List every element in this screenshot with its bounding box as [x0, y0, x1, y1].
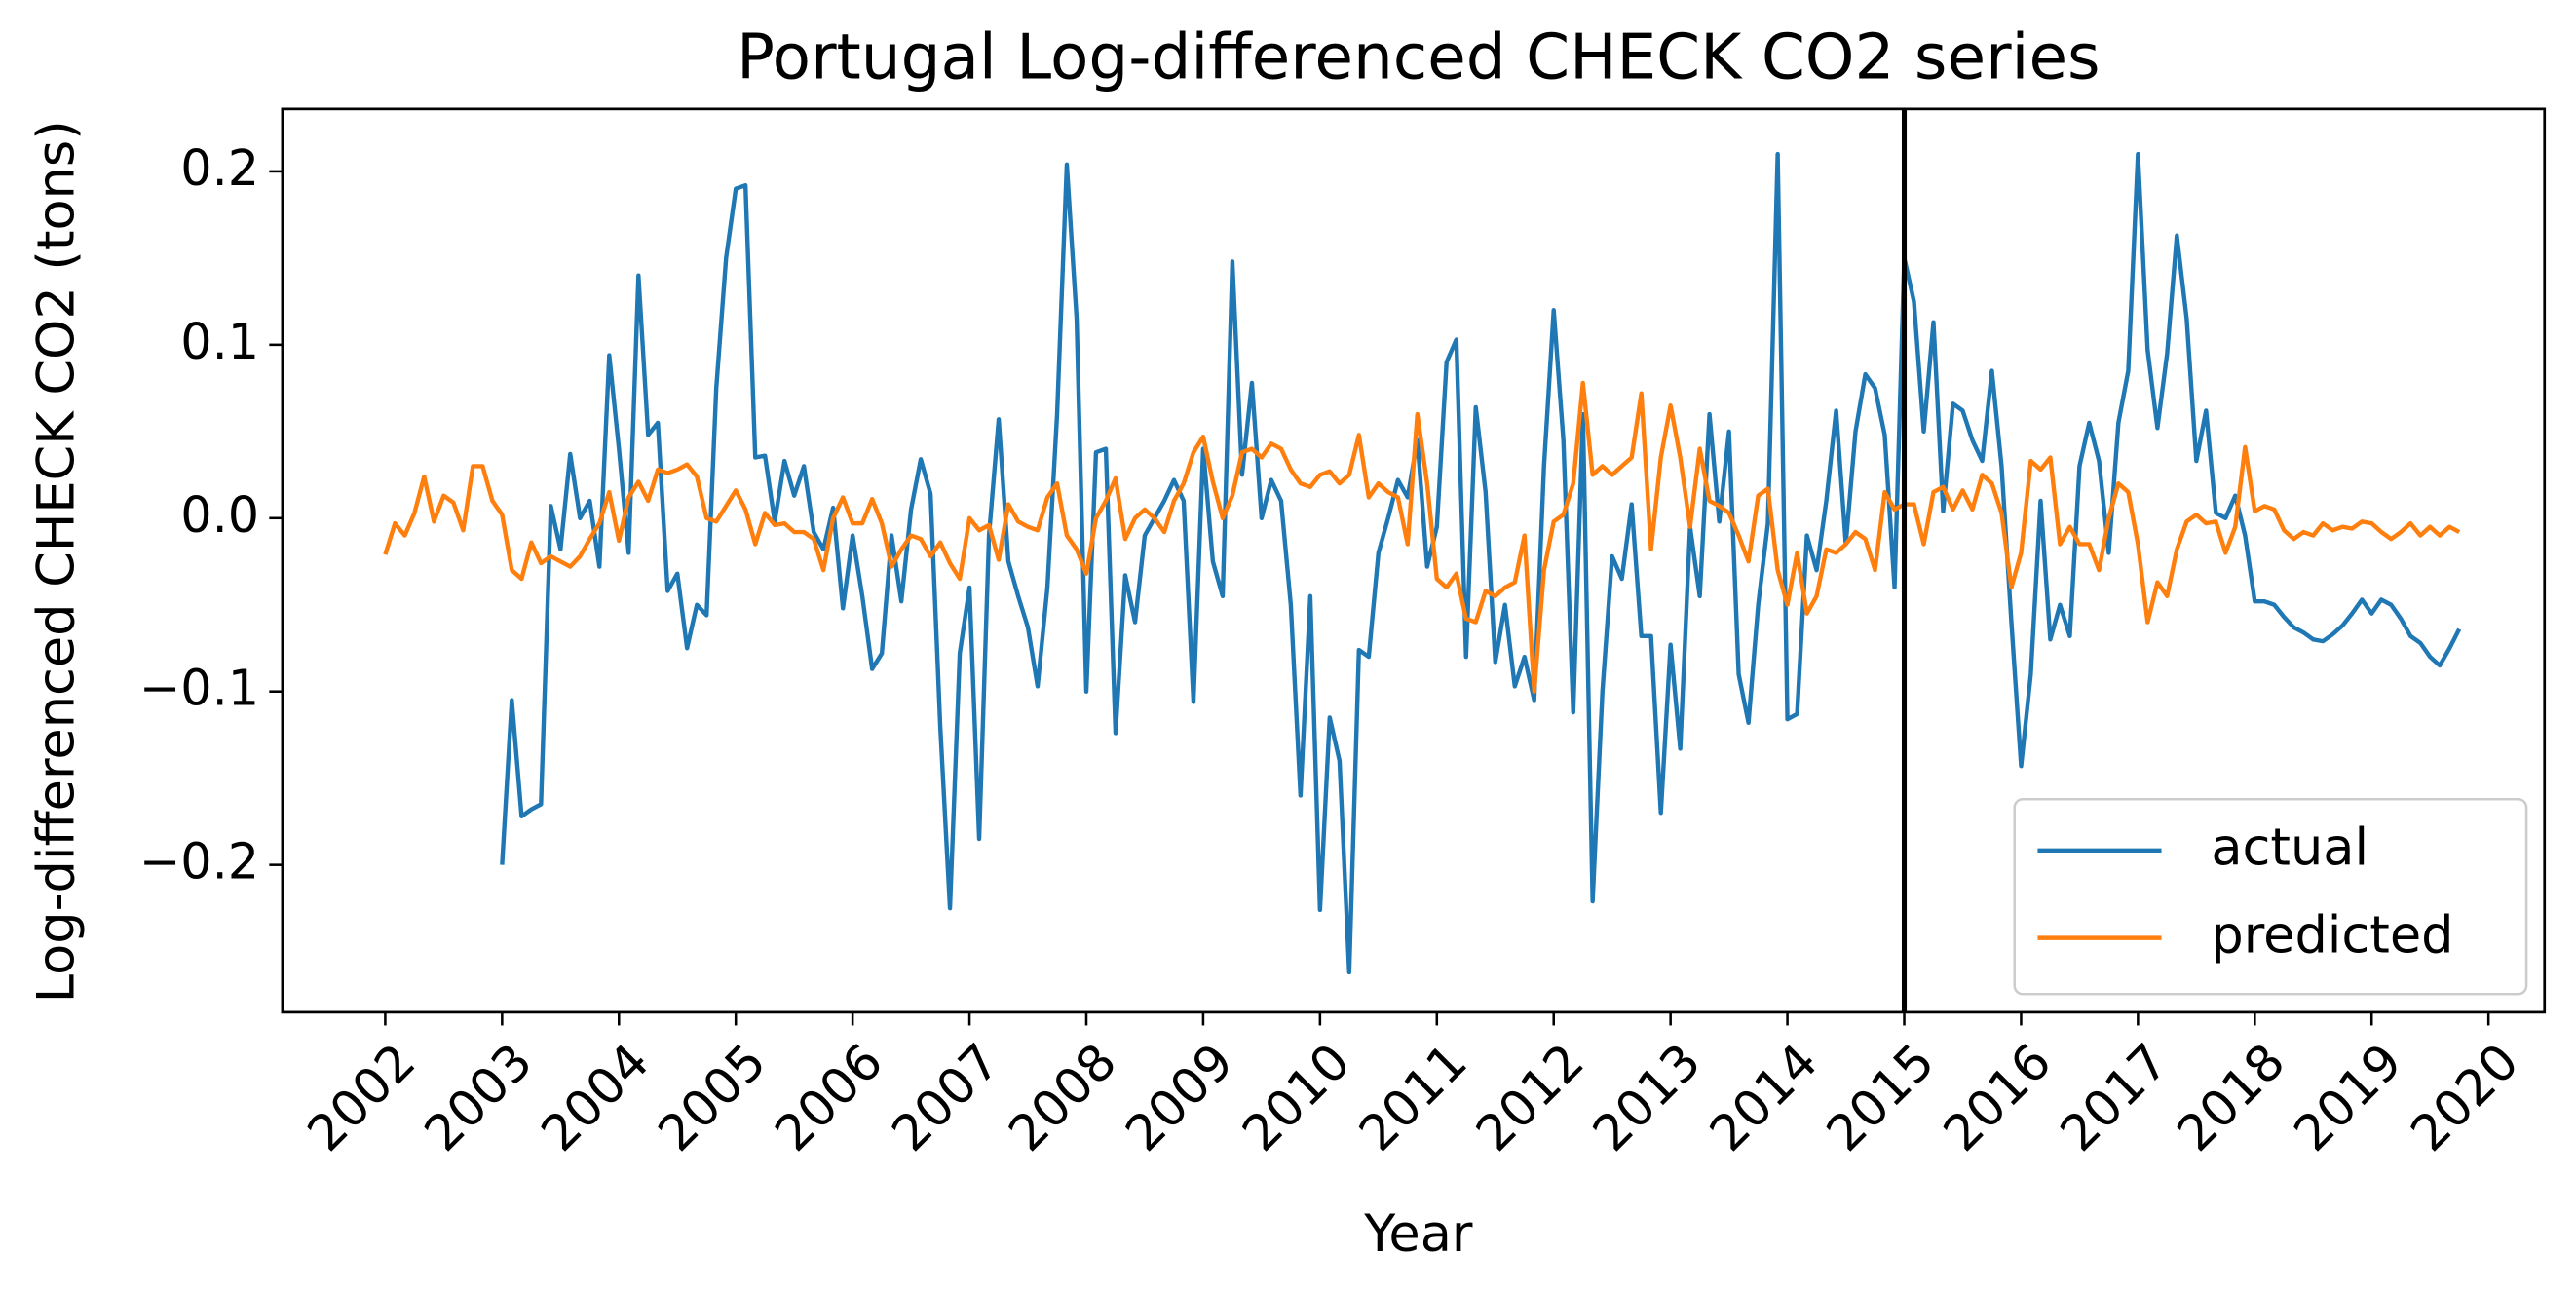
y-tick-label: −0.1: [139, 660, 259, 717]
y-tick-label: 0.1: [180, 313, 259, 370]
chart-title: Portugal Log-differenced CHECK CO2 serie…: [737, 20, 2100, 94]
legend-label: predicted: [2211, 905, 2453, 965]
x-axis-label: Year: [1363, 1204, 1473, 1264]
data-line: [383, 380, 2461, 694]
data-line: [500, 151, 2462, 975]
legend-box: [2013, 798, 2528, 996]
y-tick-label: 0.2: [180, 139, 259, 197]
y-tick-label: −0.2: [139, 833, 259, 891]
plot-frame: [281, 107, 2547, 1014]
y-tick-label: 0.0: [180, 486, 259, 544]
legend-label: actual: [2211, 817, 2368, 877]
y-axis-label: Log-differenced CHECK CO2 (tons): [27, 120, 87, 1003]
